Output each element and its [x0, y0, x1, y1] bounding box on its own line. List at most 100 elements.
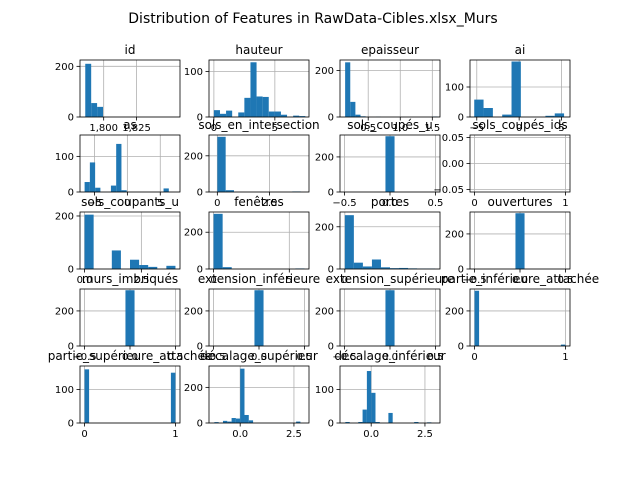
- histogram-bar: [139, 265, 149, 269]
- y-tick-label: 100: [315, 385, 334, 396]
- histogram-bar: [515, 213, 525, 269]
- subplot-sols-coupants-u: 0.0 2.5 0 200 sols_coupants_u: [55, 195, 181, 286]
- histogram-bar: [213, 213, 223, 269]
- subplot-murs-imbriques: −0.5 0.0 0.5 0 200 murs_imbriqués: [55, 272, 184, 363]
- axes-frame: [208, 59, 310, 118]
- histogram-bar: [362, 266, 372, 269]
- y-tick-label: 0: [68, 113, 74, 124]
- x-tick-label: −0.5: [332, 352, 356, 363]
- y-tick-label: 0: [328, 419, 334, 430]
- histogram-bar: [358, 421, 363, 423]
- y-tick-label: 0: [328, 342, 334, 353]
- subplot-sols-coupes-u: −0.5 0.0 0.5 0 200 sols_coupés_u: [315, 118, 444, 209]
- histogram-bar: [390, 268, 400, 269]
- y-tick-label: 0.00: [442, 159, 464, 170]
- histogram-bar: [225, 190, 234, 192]
- x-tick-label: 5: [272, 123, 278, 134]
- subplot-id: 1,800 1,825 0 200 id: [55, 43, 181, 134]
- subplot-title: décalage_inférieur: [334, 349, 445, 363]
- x-tick-label: 0: [471, 198, 477, 209]
- histogram-bar: [125, 290, 135, 346]
- x-tick-label: 0.0: [382, 198, 398, 209]
- x-tick-label: 2.5: [417, 429, 433, 440]
- histogram-bar: [545, 115, 555, 117]
- x-tick-label: 1,800: [89, 123, 118, 134]
- subplot-title: ai: [515, 43, 526, 57]
- x-tick-label: 1: [562, 352, 568, 363]
- y-tick-label: 200: [184, 228, 203, 239]
- histogram-bar: [240, 368, 245, 423]
- subplot-decalage-superieur: 0.0 2.5 0 200 décalage_supérieur: [184, 349, 318, 440]
- subplot-extension-superieure: −0.5 0.0 0.5 0 200 extension_supérieure: [315, 272, 454, 363]
- histogram-bar: [414, 421, 419, 423]
- subplot-partie-inferieure-attachee: 0 1 0 200 partie_inférieure_attachée: [441, 272, 599, 363]
- histogram-bar: [116, 143, 122, 192]
- histogram-bar: [388, 412, 393, 423]
- y-tick-label: 200: [55, 306, 74, 317]
- histogram-bar: [399, 267, 409, 269]
- x-tick-label: −0.5: [332, 198, 356, 209]
- histogram-bar: [385, 136, 395, 192]
- histogram-bar: [380, 267, 390, 269]
- axes-frame: [339, 365, 441, 424]
- y-tick-label: 0: [328, 188, 334, 199]
- histogram-bar: [84, 369, 90, 423]
- histogram-bar: [130, 259, 140, 269]
- histogram-bar: [256, 96, 263, 117]
- x-tick-label: 1.0: [392, 123, 408, 134]
- y-tick-label: 200: [184, 151, 203, 162]
- subplot-ouvertures: −0.5 0.0 0.5 0 200 ouvertures: [445, 195, 574, 286]
- subplot-title: fenêtres: [234, 195, 284, 209]
- subplot-portes: 00 200 portes: [315, 195, 441, 286]
- histogram-bar: [89, 162, 96, 192]
- x-tick-label: −0.5: [462, 275, 486, 286]
- x-tick-label: 5: [558, 123, 564, 134]
- subplot-title: partie_supérieure_attachée: [48, 349, 213, 363]
- axes-frame: [339, 59, 441, 118]
- histogram-bar: [214, 422, 219, 423]
- x-tick-label: 5: [157, 198, 163, 209]
- subplot-title: hauteur: [235, 43, 282, 57]
- y-tick-label: 0: [68, 342, 74, 353]
- subplot-title: ouvertures: [488, 195, 553, 209]
- y-tick-label: 200: [55, 62, 74, 73]
- x-tick-label: 0.0: [251, 352, 267, 363]
- subplot-title: sols_coupés_ids: [472, 118, 567, 132]
- histogram-bar: [296, 421, 301, 423]
- y-tick-label: 0: [197, 342, 203, 353]
- histogram-bar: [244, 414, 249, 423]
- x-tick-label: −0.5: [201, 352, 225, 363]
- histogram-bar: [231, 418, 236, 423]
- histogram-bar: [121, 190, 127, 192]
- subplot-sols-coupes-ids: 0 1 0.05 0.00 −0.05 sols_coupés_ids: [433, 118, 571, 209]
- histogram-bar: [483, 108, 493, 117]
- histogram-bar: [299, 116, 306, 117]
- x-tick-label: 0: [516, 123, 522, 134]
- histogram-bar: [474, 290, 480, 346]
- subplot-title: id: [125, 43, 136, 57]
- histogram-bar: [222, 420, 228, 423]
- x-tick-label: −0.5: [72, 352, 96, 363]
- histogram-bar: [268, 111, 275, 117]
- histogram-bar: [213, 110, 220, 117]
- axes-frame: [469, 59, 571, 118]
- histogram-bar: [250, 62, 257, 117]
- x-tick-label: 0.0: [363, 429, 379, 440]
- histogram-bar: [226, 110, 233, 117]
- histogram-bar: [222, 267, 232, 269]
- y-tick-label: 0: [197, 419, 203, 430]
- y-tick-label: 200: [315, 306, 334, 317]
- subplot-title: portes: [371, 195, 409, 209]
- x-tick-label: 1: [562, 198, 568, 209]
- subplot-title: murs_imbriqués: [82, 272, 178, 286]
- x-tick-label: 0: [81, 429, 87, 440]
- subplot-title: sols_coupants_u: [81, 195, 179, 209]
- subplot-partie-superieure-attachee: 0 1 0 100 partie_supérieure_attachée: [48, 349, 213, 440]
- x-tick-label: 5: [286, 275, 292, 286]
- subplot-title: as: [123, 118, 137, 132]
- histogram-bar: [84, 182, 90, 192]
